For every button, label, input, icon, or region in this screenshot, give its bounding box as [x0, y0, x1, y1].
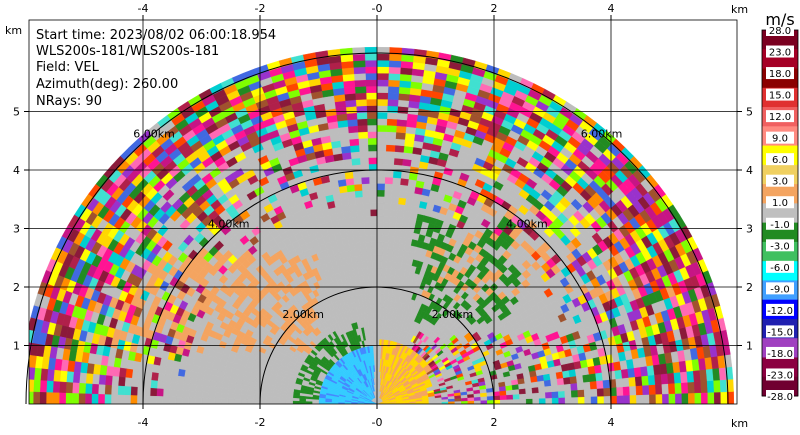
- ring-label-right: 2.00km: [432, 308, 474, 321]
- ring-label-left: 2.00km: [282, 308, 324, 321]
- unit-label-left: km: [5, 24, 22, 37]
- colorbar-label: 6.0: [772, 155, 788, 166]
- ring-label-right: 6.00km: [581, 128, 623, 141]
- info-instrument: WLS200s-181/WLS200s-181: [36, 44, 219, 59]
- unit-label-bottom-right: km: [731, 417, 748, 430]
- colorbar-label-bg: [766, 110, 794, 123]
- x-tick-top: -0: [372, 2, 383, 15]
- colorbar-label-bg: [766, 260, 794, 273]
- y-tick-left: 1: [13, 340, 20, 353]
- info-panel: Start time: 2023/08/02 06:00:18.954 WLS2…: [36, 28, 276, 109]
- y-tick-left: 5: [13, 106, 20, 119]
- colorbar-label: -28.0: [767, 392, 793, 403]
- ring-label-left: 6.00km: [133, 128, 175, 141]
- colorbar-label: -18.0: [767, 349, 793, 360]
- info-azimuth: Azimuth(deg): 260.00: [36, 77, 178, 92]
- colorbar-label: 1.0: [772, 198, 788, 209]
- colorbar-label: -3.0: [770, 241, 790, 252]
- colorbar-label-bg: [766, 303, 794, 316]
- colorbar-label: -15.0: [767, 327, 793, 338]
- colorbar-label: -23.0: [767, 370, 793, 381]
- colorbar-unit: m/s: [765, 10, 794, 29]
- colorbar-label-bg: [766, 390, 794, 402]
- info-field: Field: VEL: [36, 60, 100, 75]
- x-tick-bottom: -2: [255, 416, 266, 429]
- unit-label-top-right: km: [731, 3, 748, 16]
- y-tick-left: 3: [13, 223, 20, 236]
- ring-label-right: 4.00km: [506, 218, 548, 231]
- colorbar-label-bg: [766, 196, 794, 209]
- colorbar-label-bg: [766, 153, 794, 166]
- colorbar-label-bg: [766, 282, 794, 295]
- x-tick-top: -4: [138, 2, 149, 15]
- colorbar-label-bg: [766, 45, 794, 58]
- colorbar-label: 28.0: [769, 26, 791, 37]
- axes: -4 -4 -2 -2 -0 -0 2 2 4 4 1 1 2 2 3 3 4 4 5 5 km km km: [5, 2, 753, 430]
- colorbar-label-bg: [766, 24, 794, 36]
- y-tick-left: 2: [13, 281, 20, 294]
- colorbar-label-bg: [766, 174, 794, 187]
- info-nrays: NRays: 90: [36, 94, 102, 109]
- colorbar-label: -6.0: [770, 263, 790, 274]
- y-tick-right: 1: [746, 340, 753, 353]
- colorbar-label-bg: [766, 346, 794, 359]
- colorbar-label: 15.0: [769, 91, 791, 102]
- x-tick-top: 4: [608, 2, 615, 15]
- radar-sweep: [29, 46, 735, 404]
- colorbar-label-bg: [766, 239, 794, 252]
- x-tick-bottom: -0: [372, 416, 383, 429]
- plot-frame: [28, 19, 738, 405]
- colorbar-label: 23.0: [769, 48, 791, 59]
- x-tick-top: -2: [255, 2, 266, 15]
- colorbar-label-bg: [766, 325, 794, 338]
- colorbar-label: 18.0: [769, 69, 791, 80]
- colorbar-label: 12.0: [769, 112, 791, 123]
- y-tick-left: 4: [13, 164, 20, 177]
- x-tick-bottom: -4: [138, 416, 149, 429]
- y-tick-right: 4: [746, 164, 753, 177]
- colorbar-label-bg: [766, 67, 794, 80]
- x-tick-bottom: 4: [608, 416, 615, 429]
- y-tick-right: 3: [746, 223, 753, 236]
- colorbar-label-bg: [766, 88, 794, 101]
- colorbar: 28.0 23.0 18.0 15.0 12.0 9.0 6.0 3.0 1.0 -1.0 -3.0…: [761, 10, 799, 403]
- x-tick-top: 2: [491, 2, 498, 15]
- info-start-time: Start time: 2023/08/02 06:00:18.954: [36, 28, 276, 43]
- colorbar-label: 3.0: [772, 177, 788, 188]
- colorbar-label-bg: [766, 368, 794, 381]
- colorbar-label: -12.0: [767, 306, 793, 317]
- x-tick-bottom: 2: [491, 416, 498, 429]
- colorbar-label-bg: [766, 217, 794, 230]
- colorbar-label: -9.0: [770, 284, 790, 295]
- colorbar-label: -1.0: [770, 220, 790, 231]
- colorbar-label: 9.0: [772, 134, 788, 145]
- y-tick-right: 2: [746, 281, 753, 294]
- y-tick-right: 5: [746, 106, 753, 119]
- range-rings: 2.00km 2.00km 4.00km 4.00km 6.00km 6.00km: [25, 52, 729, 405]
- ring-label-left: 4.00km: [208, 218, 250, 231]
- colorbar-label-bg: [766, 131, 794, 144]
